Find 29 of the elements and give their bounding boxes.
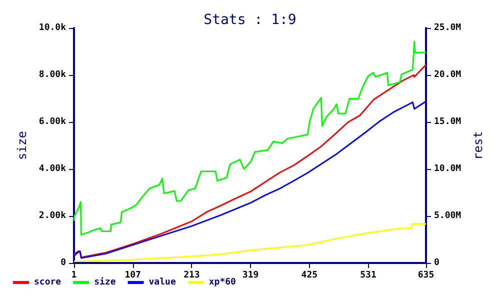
y2-tick-label: 20.0M [434,70,462,80]
legend-label: size [94,276,116,288]
x-tick-label: 531 [360,270,376,280]
y2-tick-label: 10.0M [434,164,462,174]
legend-label: xp*60 [208,278,236,288]
legend-label: score [34,278,62,288]
x-tick-label: 1 [71,270,77,280]
y-axis-title: size [15,131,29,160]
y-tick-label: 2.00k [38,211,67,221]
y-tick-label: 8.00k [38,70,67,80]
x-tick-label: 213 [184,270,200,280]
x-tick-label: 319 [242,270,259,280]
y2-axis-title: rest [471,131,485,160]
x-tick-label: 425 [301,270,318,280]
line-series [73,40,427,236]
x-tick-label: 107 [124,270,141,280]
y2-tick-label: 25.0M [434,23,462,33]
y2-tick-label: 5.00M [434,211,462,221]
y-tick-label: 0 [60,258,66,268]
legend-label: value [148,278,176,288]
y-tick-label: 4.00k [38,164,67,174]
line-series [73,100,427,259]
chart-title: Stats : 1:9 [204,12,296,28]
x-tick-label: 635 [418,270,434,280]
y-tick-label: 10.0k [38,23,67,33]
y2-tick-label: 0 [434,258,440,268]
y2-tick-label: 15.0M [434,117,462,127]
line-series [73,64,427,258]
y-tick-label: 6.00k [38,117,67,127]
